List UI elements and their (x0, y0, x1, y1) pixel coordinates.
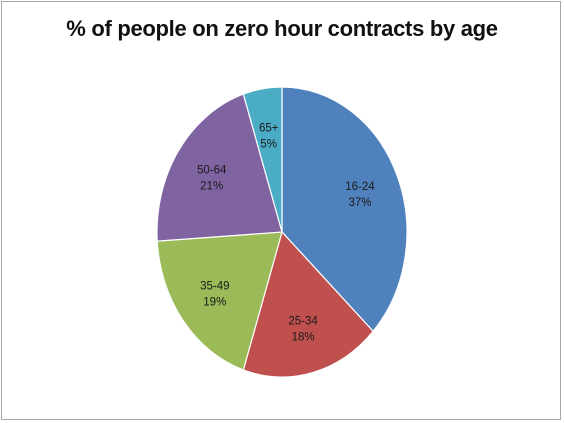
slice-value-label: 21% (200, 181, 223, 193)
slice-value-label: 19% (203, 296, 226, 308)
pie-slice-16-24 (281, 86, 408, 333)
slice-value-label: 37% (348, 197, 371, 209)
slice-value-label: 5% (260, 139, 277, 151)
pie-slice-35-49 (156, 231, 283, 371)
chart-title: % of people on zero hour contracts by ag… (66, 16, 498, 41)
slice-category-label: 25-34 (288, 316, 318, 328)
pie-slice-50-64 (156, 93, 283, 242)
pie-slice-25-34 (242, 230, 374, 378)
slice-value-label: 18% (292, 332, 315, 344)
slice-category-label: 50-64 (197, 165, 227, 177)
slice-category-label: 35-49 (200, 280, 229, 292)
pie-slice-65+ (242, 86, 283, 233)
pie-slices (156, 86, 408, 378)
slice-category-label: 65+ (259, 123, 279, 135)
slice-category-label: 16-24 (345, 181, 375, 193)
pie-labels: 16-24 37% 25-34 18% 35-49 19% 50-64 21% 65+ 5% (197, 123, 375, 344)
